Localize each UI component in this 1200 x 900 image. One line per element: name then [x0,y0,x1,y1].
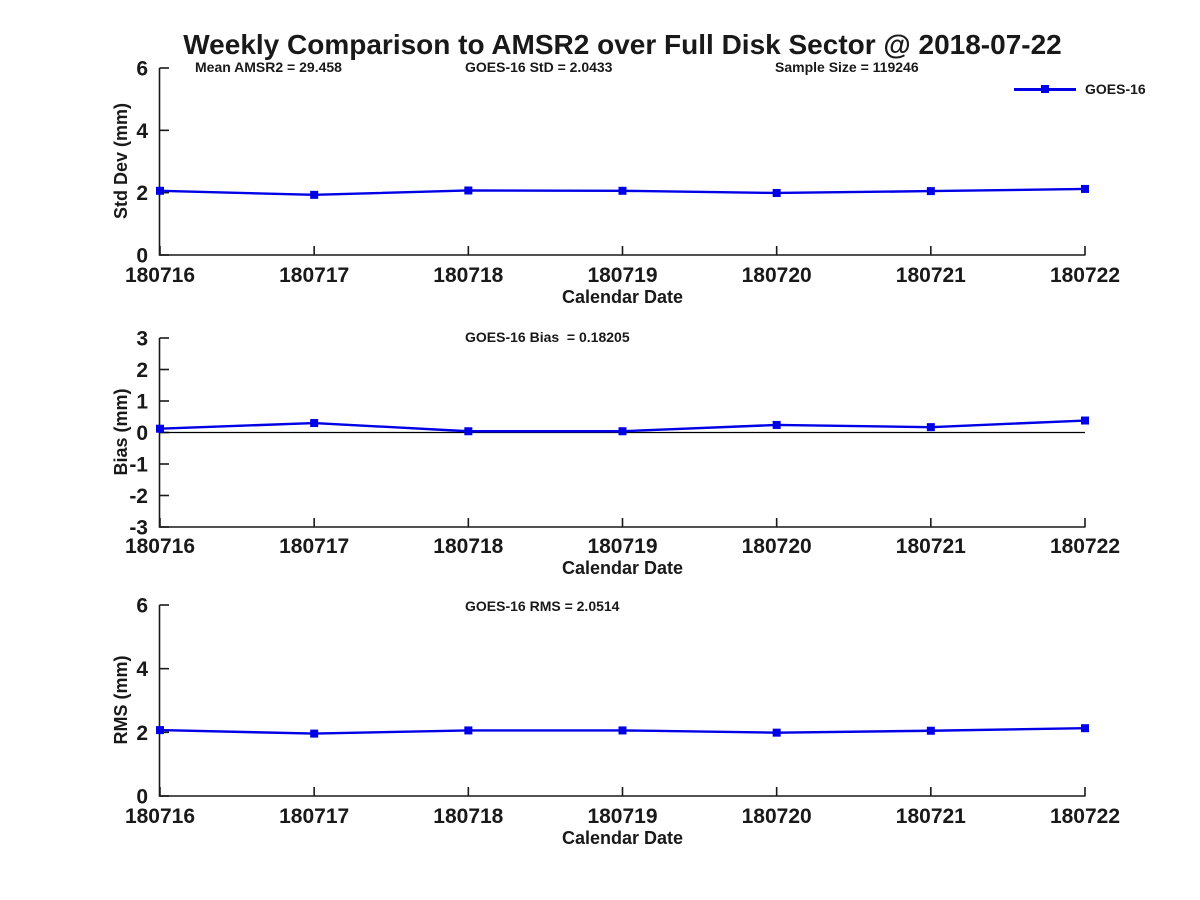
subplot-rms: 0 2 4 6 180716 180717 180718 180719 180720 180721… [125,595,1120,829]
x-axis-label-1: Calendar Date [561,287,684,307]
data-point-marker [926,423,935,432]
y-tick-label: 3 [136,328,148,351]
y-axis-label-bias: Bias (mm) [111,388,131,476]
x-tick-label: 180718 [433,264,503,287]
x-axis-label-3: Calendar Date [561,828,684,848]
axis-spines [158,68,1086,256]
y-tick-label: -2 [129,485,148,508]
data-point-marker [464,186,473,195]
x-tick-label: 180720 [742,264,812,287]
y-tick-label: 2 [136,722,148,745]
x-tick-label: 180717 [279,535,349,558]
x-tick-label: 180721 [896,535,966,558]
y-tick-label: -1 [129,454,148,477]
annotation-goes16-bias: GOES-16 Bias = 0.18205 [465,329,630,345]
x-tick-label: 180720 [742,535,812,558]
data-point-marker [1081,724,1089,733]
y-tick-label: 6 [136,595,148,618]
data-point-marker [618,726,627,735]
y-axis-label-std-dev: Std Dev (mm) [111,103,131,220]
data-point-marker [1081,184,1089,193]
data-point-marker [772,188,781,197]
y-tick-label: 2 [136,182,148,205]
x-tick-label: 180720 [742,805,812,828]
data-point-marker [618,427,627,436]
data-point-marker [772,420,781,429]
x-tick-label: 180719 [587,264,657,287]
data-point-marker [926,726,935,735]
y-tick-label: 0 [136,245,148,268]
annotation-goes16-std: GOES-16 StD = 2.0433 [465,59,613,75]
annotation-sample-size: Sample Size = 119246 [775,59,919,75]
data-point-marker [156,186,164,195]
annotation-goes16-rms: GOES-16 RMS = 2.0514 [465,598,620,614]
x-tick-label: 180719 [587,535,657,558]
data-point-marker [310,190,319,199]
annotation-mean-amsr2: Mean AMSR2 = 29.458 [195,59,342,75]
data-point-marker [310,729,319,738]
data-point-marker [310,419,319,428]
x-tick-label: 180719 [587,805,657,828]
x-axis-label-2: Calendar Date [561,558,684,578]
y-axis-label-rms: RMS (mm) [111,655,131,745]
legend-marker [1041,85,1049,93]
x-tick-label: 180722 [1050,264,1120,287]
y-tick-label: 1 [136,391,148,414]
data-point-marker [464,726,473,735]
data-point-marker [926,187,935,196]
data-point-marker [156,726,164,735]
data-point-marker [464,427,473,436]
x-tick-label: 180717 [279,264,349,287]
data-point-marker [618,186,627,195]
x-tick-label: 180717 [279,805,349,828]
legend-label: GOES-16 [1085,81,1146,97]
chart-title: Weekly Comparison to AMSR2 over Full Dis… [183,29,1062,60]
y-tick-label: 0 [136,422,148,445]
x-tick-label: 180721 [896,805,966,828]
y-tick-label: 4 [136,120,148,143]
x-tick-label: 180716 [125,805,195,828]
x-tick-label: 180716 [125,535,195,558]
x-tick-label: 180716 [125,264,195,287]
y-tick-label: 2 [136,359,148,382]
x-tick-label: 180718 [433,535,503,558]
legend: GOES-16 [1014,81,1146,97]
y-tick-label: 0 [136,786,148,809]
y-tick-label: 6 [136,58,148,81]
y-tick-label: 4 [136,658,148,681]
x-tick-label: 180718 [433,805,503,828]
data-point-marker [772,728,781,737]
y-tick-label: -3 [129,517,148,540]
x-tick-label: 180722 [1050,805,1120,828]
subplot-std-dev: 0 2 4 6 180716 180717 180718 180719 180720 180721… [125,58,1120,288]
data-point-marker [156,424,164,433]
x-tick-label: 180721 [896,264,966,287]
axis-spines [158,605,1086,797]
x-tick-label: 180722 [1050,535,1120,558]
legend-line-sample [1014,85,1076,93]
data-point-marker [1081,416,1089,425]
